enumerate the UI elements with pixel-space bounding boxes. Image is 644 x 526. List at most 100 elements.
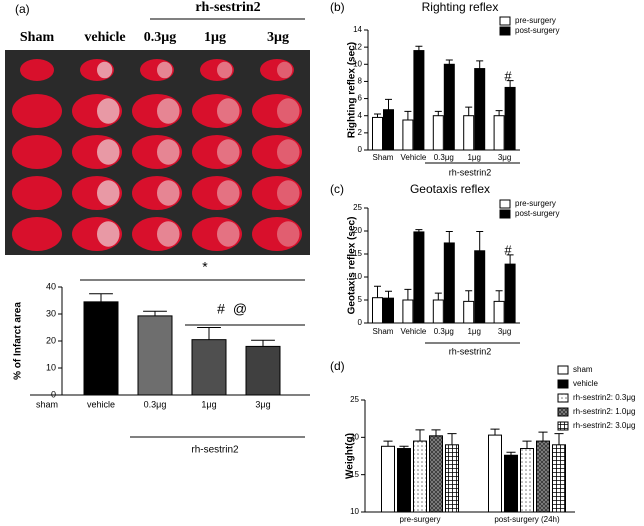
group-label: rh-sestrin2: [449, 167, 492, 177]
lesion: [277, 139, 300, 165]
bar: [413, 440, 427, 513]
legend-label: rh-sestrin2: 3.0μg: [573, 421, 635, 430]
lesion: [217, 221, 240, 247]
slice: [12, 176, 62, 210]
bar: [432, 115, 444, 151]
y-tick-label: 15: [350, 470, 359, 479]
panel-label: (a): [15, 2, 30, 16]
x-tick-label: post-surgery (24h): [494, 515, 560, 524]
y-tick-label: 2: [358, 128, 363, 137]
y-tick-label: 5: [358, 295, 363, 304]
lesion: [277, 221, 300, 247]
error-bar: [447, 433, 457, 445]
annotation: #: [504, 242, 512, 257]
bar: [397, 448, 411, 513]
lesion: [157, 180, 180, 206]
y-tick-label: 10: [353, 272, 362, 281]
lesion: [157, 139, 180, 165]
bar: [191, 339, 227, 396]
y-tick-label: 20: [350, 432, 359, 441]
group-label: rh-sestrin2: [191, 445, 239, 456]
bar: [536, 440, 550, 513]
y-tick-label: 40: [46, 281, 56, 291]
lesion: [97, 98, 120, 124]
lesion: [97, 221, 120, 247]
legend-swatch: [499, 26, 511, 36]
bar: [402, 119, 414, 151]
bar: [488, 434, 502, 513]
error-bar: [476, 230, 484, 251]
legend-swatch: [499, 209, 511, 219]
bar: [493, 300, 505, 324]
x-tick-label: 3μg: [255, 399, 270, 409]
lesion: [277, 61, 293, 79]
y-tick-label: 15: [353, 249, 362, 258]
legend-swatch: [557, 379, 569, 389]
x-tick-label: pre-surgery: [400, 515, 441, 524]
error-bar: [374, 285, 381, 298]
slice: [12, 217, 62, 251]
error-bar: [197, 327, 221, 340]
lesion: [217, 61, 233, 79]
bar: [474, 68, 486, 151]
error-bar: [431, 429, 441, 436]
error-bar: [506, 254, 514, 265]
x-tick-label: 0.3μg: [434, 327, 454, 336]
panel-label: (b): [330, 0, 345, 14]
y-tick-label: 20: [46, 335, 56, 345]
bar: [137, 315, 173, 396]
y-axis-label: Righting reflex (sec): [347, 42, 358, 138]
y-tick-label: 20: [353, 226, 362, 235]
bar: [474, 250, 486, 324]
annotation: #: [217, 301, 225, 317]
bar: [504, 263, 516, 324]
x-tick-label: Sham: [373, 327, 394, 336]
y-axis-label: Geotaxis reflex (sec): [347, 217, 358, 315]
error-bar: [404, 110, 412, 120]
lesion: [217, 98, 240, 124]
bar: [520, 448, 534, 513]
bar: [463, 115, 475, 151]
error-bar: [89, 293, 113, 302]
bar: [383, 297, 394, 324]
y-axis-label: Weight(g): [345, 433, 356, 479]
error-bar: [415, 229, 423, 232]
slice: [20, 59, 54, 81]
x-tick-label: vehicle: [87, 399, 115, 409]
image-column-label: 1μg: [204, 30, 226, 45]
y-tick-label: 10: [353, 59, 362, 68]
image-column-label: Sham: [20, 30, 55, 45]
lesion: [277, 180, 300, 206]
bar: [372, 297, 383, 324]
legend-label: pre-surgery: [515, 199, 556, 208]
legend-label: rh-sestrin2: 1.0μg: [573, 407, 635, 416]
bar: [383, 109, 394, 151]
legend-label: post-surgery: [515, 26, 559, 35]
image-group-label: rh-sestrin2: [195, 0, 260, 15]
legend-label: post-surgery: [515, 209, 559, 218]
x-tick-label: 0.3μg: [434, 153, 454, 162]
x-tick-label: 1μg: [201, 399, 216, 409]
image-column-label: vehicle: [84, 30, 125, 45]
annotation: #: [504, 68, 512, 83]
y-tick-label: 10: [350, 507, 359, 516]
bar: [381, 445, 395, 513]
error-bar: [445, 230, 453, 243]
legend-label: rh-sestrin2: 0.3μg: [573, 393, 635, 402]
legend-swatch: [557, 393, 569, 403]
error-bar: [522, 440, 532, 449]
bar: [443, 63, 455, 151]
error-bar: [434, 292, 442, 300]
y-tick-label: 0: [358, 318, 363, 327]
slice: [260, 59, 294, 81]
error-bar: [495, 290, 503, 302]
annotation: @: [233, 301, 247, 317]
image-column-label: 3μg: [267, 30, 289, 45]
y-tick-label: 10: [46, 362, 56, 372]
legend-label: pre-surgery: [515, 16, 556, 25]
y-tick-label: 25: [353, 203, 362, 212]
lesion: [277, 98, 300, 124]
bar: [413, 50, 425, 151]
error-bar: [465, 106, 473, 116]
error-bar: [506, 451, 516, 456]
